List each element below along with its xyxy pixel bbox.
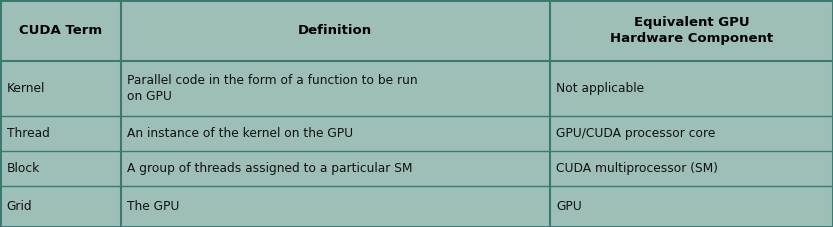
Text: The GPU: The GPU <box>127 200 180 213</box>
Text: Equivalent GPU
Hardware Component: Equivalent GPU Hardware Component <box>610 16 773 45</box>
Text: Block: Block <box>7 162 40 175</box>
Text: Grid: Grid <box>7 200 32 213</box>
Text: GPU: GPU <box>556 200 582 213</box>
Text: Kernel: Kernel <box>7 82 45 95</box>
Text: Thread: Thread <box>7 127 49 140</box>
Text: Not applicable: Not applicable <box>556 82 645 95</box>
Text: A group of threads assigned to a particular SM: A group of threads assigned to a particu… <box>127 162 413 175</box>
Text: Parallel code in the form of a function to be run
on GPU: Parallel code in the form of a function … <box>127 74 418 103</box>
Text: CUDA multiprocessor (SM): CUDA multiprocessor (SM) <box>556 162 718 175</box>
Text: Definition: Definition <box>298 24 372 37</box>
Text: CUDA Term: CUDA Term <box>19 24 102 37</box>
Text: An instance of the kernel on the GPU: An instance of the kernel on the GPU <box>127 127 353 140</box>
Text: GPU/CUDA processor core: GPU/CUDA processor core <box>556 127 716 140</box>
